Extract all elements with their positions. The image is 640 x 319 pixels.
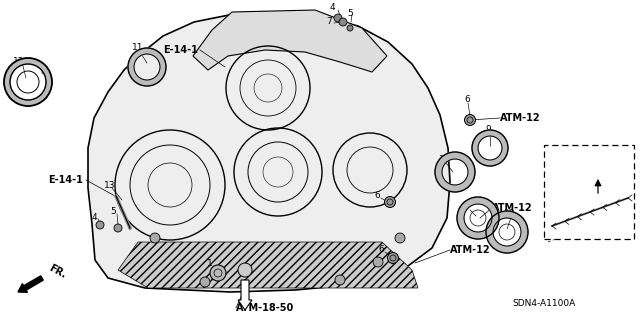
Text: 13: 13 (104, 182, 115, 190)
Text: ATM-18-50: ATM-18-50 (236, 303, 294, 313)
Circle shape (200, 277, 210, 287)
Text: 5: 5 (347, 9, 353, 18)
Circle shape (385, 197, 396, 207)
Text: E-14-1: E-14-1 (163, 45, 198, 55)
Text: 8: 8 (40, 66, 45, 76)
Text: 6: 6 (378, 246, 384, 255)
Circle shape (335, 275, 345, 285)
Text: 2: 2 (462, 204, 468, 212)
Text: E-6-1: E-6-1 (576, 163, 604, 173)
Circle shape (150, 233, 160, 243)
Circle shape (347, 25, 353, 31)
Circle shape (96, 221, 104, 229)
Text: 6: 6 (374, 191, 380, 201)
Text: 11: 11 (132, 43, 143, 53)
Text: 12: 12 (13, 57, 24, 66)
Polygon shape (193, 10, 387, 72)
FancyBboxPatch shape (544, 145, 634, 239)
Circle shape (465, 115, 476, 125)
Circle shape (339, 18, 347, 26)
Text: 4: 4 (330, 4, 335, 12)
Text: 6: 6 (464, 95, 470, 105)
Text: FR.: FR. (47, 263, 68, 281)
Circle shape (210, 265, 226, 281)
Text: 4: 4 (92, 212, 98, 221)
Text: SDN4-A1100A: SDN4-A1100A (512, 300, 575, 308)
Polygon shape (118, 242, 418, 288)
Text: 7: 7 (326, 17, 332, 26)
Circle shape (334, 14, 342, 22)
Text: 10: 10 (504, 209, 515, 218)
Text: 1: 1 (207, 259, 212, 269)
Circle shape (373, 257, 383, 267)
Polygon shape (88, 12, 450, 292)
Circle shape (238, 263, 252, 277)
FancyArrow shape (18, 276, 44, 292)
FancyArrow shape (238, 280, 252, 310)
Text: ATM-12: ATM-12 (450, 245, 491, 255)
Circle shape (395, 233, 405, 243)
Text: ATM-12: ATM-12 (492, 203, 532, 213)
Text: 9: 9 (485, 124, 491, 133)
Text: 5: 5 (110, 207, 116, 217)
Circle shape (114, 224, 122, 232)
Text: 3: 3 (438, 155, 444, 165)
Circle shape (387, 253, 399, 263)
Text: ATM-12: ATM-12 (500, 113, 541, 123)
Text: E-14-1: E-14-1 (48, 175, 83, 185)
